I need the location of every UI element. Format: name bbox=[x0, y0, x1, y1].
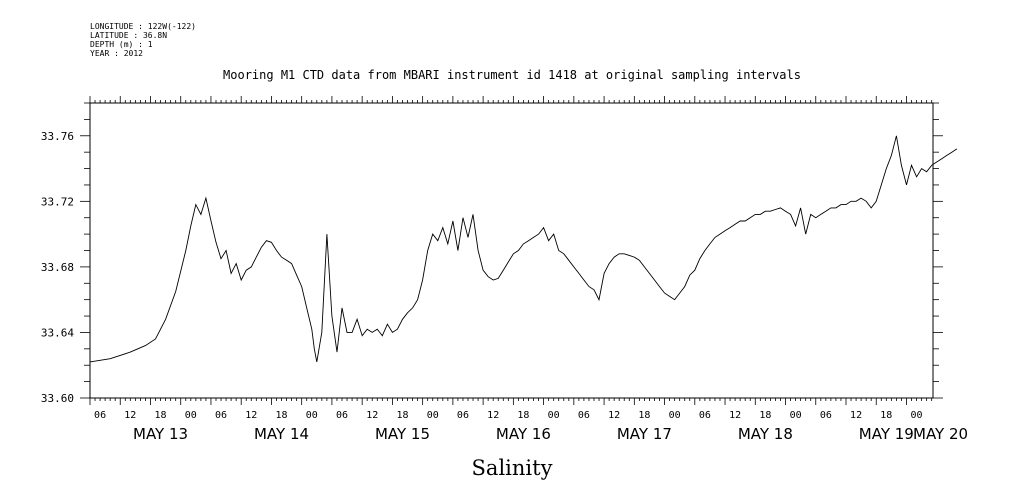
meta-depth: DEPTH (m) : 1 bbox=[90, 40, 153, 49]
x-hour-label: 12 bbox=[729, 410, 741, 421]
x-day-label: MAY 20 bbox=[913, 425, 968, 443]
x-day-label: MAY 17 bbox=[617, 425, 672, 443]
metadata-block: LONGITUDE : 122W(-122) LATITUDE : 36.8N … bbox=[90, 22, 196, 58]
y-tick-label: 33.64 bbox=[41, 326, 74, 339]
x-day-label: MAY 16 bbox=[496, 425, 551, 443]
x-day-label: MAY 15 bbox=[375, 425, 430, 443]
x-hour-label: 00 bbox=[427, 410, 439, 421]
y-axis: 33.60 33.64 33.68 33.72 33.76 bbox=[41, 130, 74, 405]
x-hour-label: 00 bbox=[790, 410, 802, 421]
x-hour-label: 12 bbox=[124, 410, 136, 421]
meta-latitude: LATITUDE : 36.8N bbox=[90, 31, 167, 40]
x-hour-label: 18 bbox=[396, 410, 408, 421]
y-tick-label: 33.68 bbox=[41, 261, 74, 274]
x-day-label: MAY 19 bbox=[859, 425, 914, 443]
x-hour-label: 06 bbox=[215, 410, 227, 421]
x-hour-label: 00 bbox=[548, 410, 560, 421]
plot-frame bbox=[89, 102, 934, 399]
salinity-series-line bbox=[89, 135, 958, 363]
x-hour-label: 12 bbox=[366, 410, 378, 421]
x-hour-label: 00 bbox=[185, 410, 197, 421]
chart-title: Mooring M1 CTD data from MBARI instrumen… bbox=[223, 68, 801, 82]
x-hour-label: 12 bbox=[608, 410, 620, 421]
x-hour-label: 06 bbox=[578, 410, 590, 421]
x-hour-label: 06 bbox=[820, 410, 832, 421]
x-hour-label: 18 bbox=[759, 410, 771, 421]
x-hour-label: 06 bbox=[699, 410, 711, 421]
x-day-label: MAY 18 bbox=[738, 425, 793, 443]
x-hour-label: 18 bbox=[638, 410, 650, 421]
x-hour-label: 18 bbox=[517, 410, 529, 421]
x-axis: 06 12 18 00 06 12 18 00 06 12 18 00 06 12 18 00 06 12 18 00… bbox=[94, 410, 968, 443]
x-hour-label: 06 bbox=[94, 410, 106, 421]
y-tick-label: 33.60 bbox=[41, 392, 74, 405]
x-hour-label: 06 bbox=[457, 410, 469, 421]
x-day-label: MAY 13 bbox=[133, 425, 188, 443]
axis-ticks bbox=[80, 96, 943, 405]
x-hour-label: 00 bbox=[911, 410, 923, 421]
y-tick-label: 33.72 bbox=[41, 195, 74, 208]
x-hour-label: 18 bbox=[275, 410, 287, 421]
x-hour-label: 12 bbox=[487, 410, 499, 421]
x-axis-label: Salinity bbox=[472, 456, 553, 480]
x-hour-label: 12 bbox=[850, 410, 862, 421]
x-hour-label: 18 bbox=[155, 410, 167, 421]
x-hour-label: 00 bbox=[669, 410, 681, 421]
x-hour-label: 18 bbox=[880, 410, 892, 421]
x-hour-label: 00 bbox=[306, 410, 318, 421]
x-hour-label: 12 bbox=[245, 410, 257, 421]
y-tick-label: 33.76 bbox=[41, 130, 74, 143]
x-hour-label: 06 bbox=[336, 410, 348, 421]
x-day-label: MAY 14 bbox=[254, 425, 309, 443]
meta-year: YEAR : 2012 bbox=[90, 49, 143, 58]
meta-longitude: LONGITUDE : 122W(-122) bbox=[90, 22, 196, 31]
